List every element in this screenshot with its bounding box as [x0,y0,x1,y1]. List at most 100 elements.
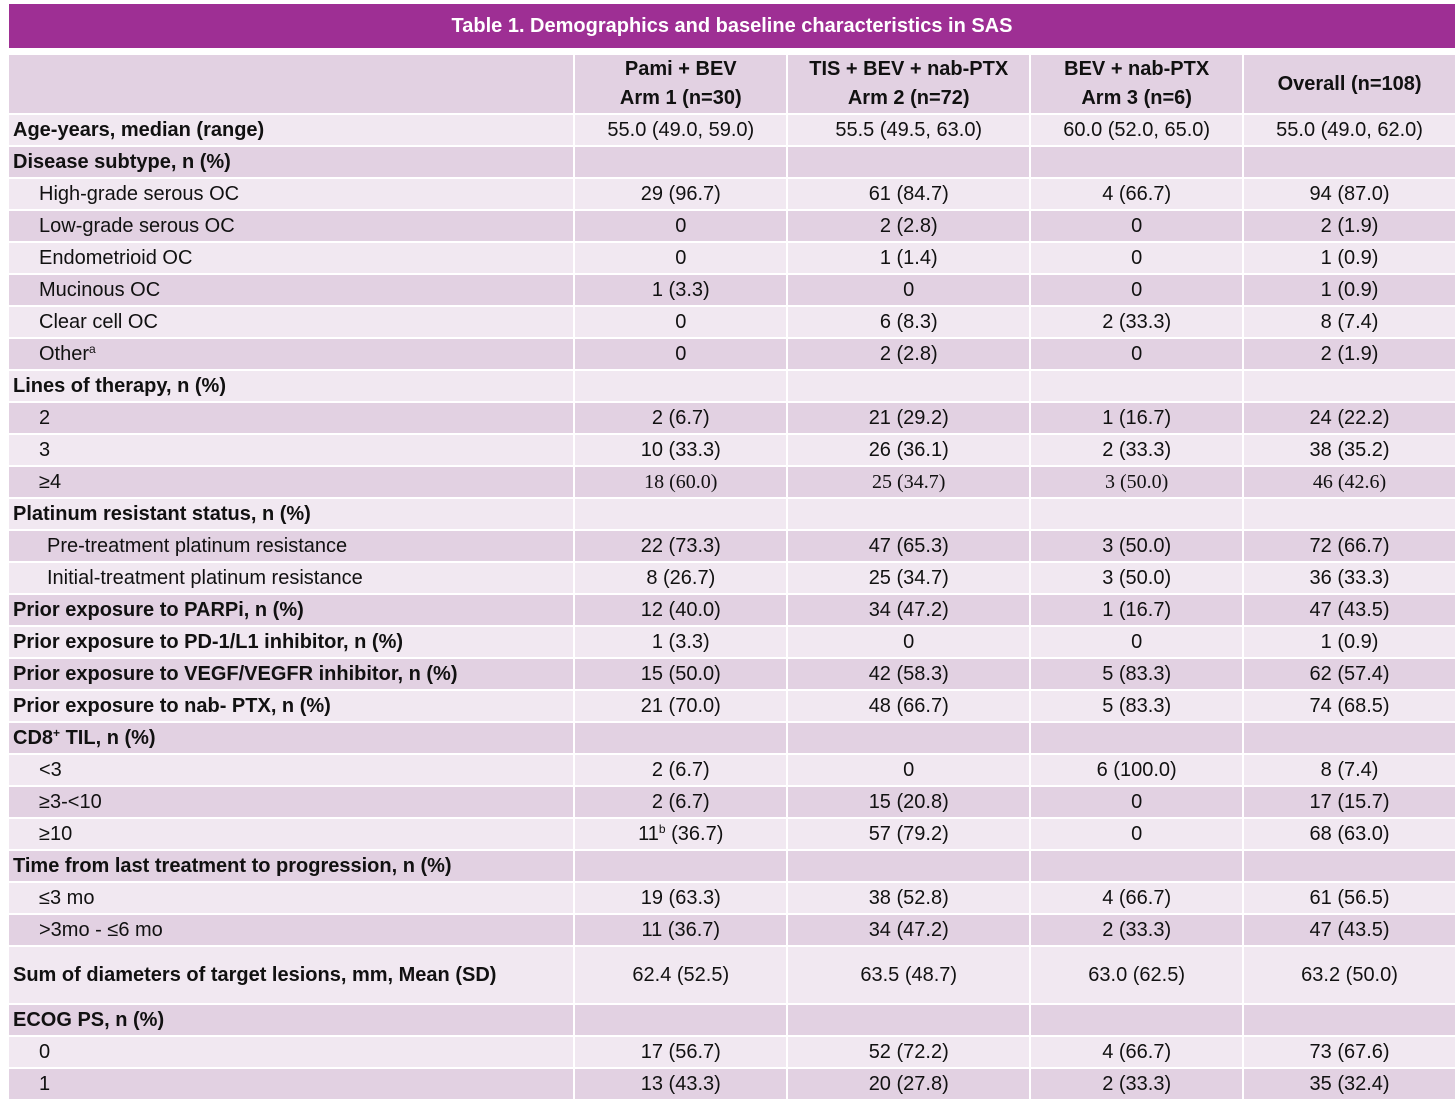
value-cell [1244,723,1455,753]
value-cell: 29 (96.7) [575,179,787,209]
table-title: Table 1. Demographics and baseline chara… [9,4,1455,48]
row-label: ≥3-<10 [9,787,574,817]
table-row: Prior exposure to PD-1/L1 inhibitor, n (… [9,627,1455,657]
row-label: Sum of diameters of target lesions, mm, … [9,947,574,1003]
header-cell-arm3: BEV + nab-PTX Arm 3 (n=6) [1031,55,1243,113]
header-row: Pami + BEV Arm 1 (n=30) TIS + BEV + nab-P… [9,55,1455,113]
value-cell: 21 (70.0) [575,691,787,721]
table-row: Prior exposure to PARPi, n (%) 12 (40.0) 3… [9,595,1455,625]
value-cell: 62 (57.4) [1244,659,1455,689]
value-cell: 2 (6.7) [575,755,787,785]
row-label: 2 [9,403,574,433]
table-row: ECOG PS, n (%) [9,1005,1455,1035]
value-cell [575,147,787,177]
table-row: Clear cell OC 0 6 (8.3) 2 (33.3) 8 (7.4) [9,307,1455,337]
row-label: >3mo - ≤6 mo [9,915,574,945]
value-cell: 2 (33.3) [1031,915,1243,945]
value-cell: 52 (72.2) [788,1037,1030,1067]
value-cell: 38 (35.2) [1244,435,1455,465]
row-label: 1 [9,1069,574,1099]
table-row: ≥3-<10 2 (6.7) 15 (20.8) 0 17 (15.7) [9,787,1455,817]
value-cell: 34 (47.2) [788,915,1030,945]
value-cell: 55.0 (49.0, 59.0) [575,115,787,145]
value-cell: 35 (32.4) [1244,1069,1455,1099]
table-row: Sum of diameters of target lesions, mm, … [9,947,1455,1003]
value-cell [788,499,1030,529]
table-row: Disease subtype, n (%) [9,147,1455,177]
value-cell: 73 (67.6) [1244,1037,1455,1067]
header-cell-arm2: TIS + BEV + nab-PTX Arm 2 (n=72) [788,55,1030,113]
value-cell: 2 (2.8) [788,339,1030,369]
value-cell [575,851,787,881]
value-cell: 1 (1.4) [788,243,1030,273]
value-cell: 1 (0.9) [1244,627,1455,657]
value-cell: 1 (16.7) [1031,595,1243,625]
value-cell: 15 (20.8) [788,787,1030,817]
row-label: <3 [9,755,574,785]
row-label: Age-years, median (range) [9,115,574,145]
row-label: 0 [9,1037,574,1067]
value-cell: 0 [1031,819,1243,849]
header-cell-empty [9,55,574,113]
value-cell [575,499,787,529]
value-cell: 10 (33.3) [575,435,787,465]
value-cell: 22 (73.3) [575,531,787,561]
row-label: CD8+ TIL, n (%) [9,723,574,753]
row-label: High-grade serous OC [9,179,574,209]
table-container: Table 1. Demographics and baseline chara… [9,0,1455,1101]
value-cell: 6 (100.0) [1031,755,1243,785]
value-cell: 61 (56.5) [1244,883,1455,913]
row-label: ≥10 [9,819,574,849]
value-cell: 55.0 (49.0, 62.0) [1244,115,1455,145]
table-row: Age-years, median (range) 55.0 (49.0, 59.… [9,115,1455,145]
value-cell: 57 (79.2) [788,819,1030,849]
row-label: ≥4 [9,467,574,497]
table-row: Time from last treatment to progression,… [9,851,1455,881]
value-cell [575,1005,787,1035]
row-label: Initial-treatment platinum resistance [9,563,574,593]
row-label: 3 [9,435,574,465]
value-cell: 38 (52.8) [788,883,1030,913]
value-cell: 42 (58.3) [788,659,1030,689]
value-cell [575,371,787,401]
row-label: Low-grade serous OC [9,211,574,241]
value-cell [1031,1005,1243,1035]
value-cell: 5 (83.3) [1031,659,1243,689]
value-cell: 3 (50.0) [1031,563,1243,593]
row-label: Prior exposure to PD-1/L1 inhibitor, n (… [9,627,574,657]
row-label: ≤3 mo [9,883,574,913]
table-row: Platinum resistant status, n (%) [9,499,1455,529]
header-cell-arm1: Pami + BEV Arm 1 (n=30) [575,55,787,113]
value-cell: 72 (66.7) [1244,531,1455,561]
table-row: Pre-treatment platinum resistance 22 (73.… [9,531,1455,561]
value-cell: 1 (0.9) [1244,243,1455,273]
value-cell [575,723,787,753]
value-cell [1031,723,1243,753]
value-cell [788,371,1030,401]
value-cell: 5 (83.3) [1031,691,1243,721]
value-cell: 21 (29.2) [788,403,1030,433]
row-label: Clear cell OC [9,307,574,337]
value-cell: 0 [1031,243,1243,273]
value-cell: 55.5 (49.5, 63.0) [788,115,1030,145]
value-cell: 63.0 (62.5) [1031,947,1243,1003]
value-cell [1244,851,1455,881]
value-cell: 26 (36.1) [788,435,1030,465]
row-label: Time from last treatment to progression,… [9,851,574,881]
value-cell: 0 [575,339,787,369]
value-cell: 1 (16.7) [1031,403,1243,433]
table-row: Mucinous OC 1 (3.3) 0 0 1 (0.9) [9,275,1455,305]
table-row: Low-grade serous OC 0 2 (2.8) 0 2 (1.9) [9,211,1455,241]
value-cell: 3 (50.0) [1031,531,1243,561]
value-cell [788,851,1030,881]
value-cell [1031,499,1243,529]
table-row: Initial-treatment platinum resistance 8 (… [9,563,1455,593]
row-label: Prior exposure to PARPi, n (%) [9,595,574,625]
value-cell: 46 (42.6) [1244,467,1455,497]
value-cell: 68 (63.0) [1244,819,1455,849]
table-row: ≥10 11b (36.7) 57 (79.2) 0 68 (63.0) [9,819,1455,849]
value-cell: 0 [1031,211,1243,241]
row-label: Prior exposure to nab- PTX, n (%) [9,691,574,721]
value-cell: 60.0 (52.0, 65.0) [1031,115,1243,145]
row-label: Prior exposure to VEGF/VEGFR inhibitor, … [9,659,574,689]
